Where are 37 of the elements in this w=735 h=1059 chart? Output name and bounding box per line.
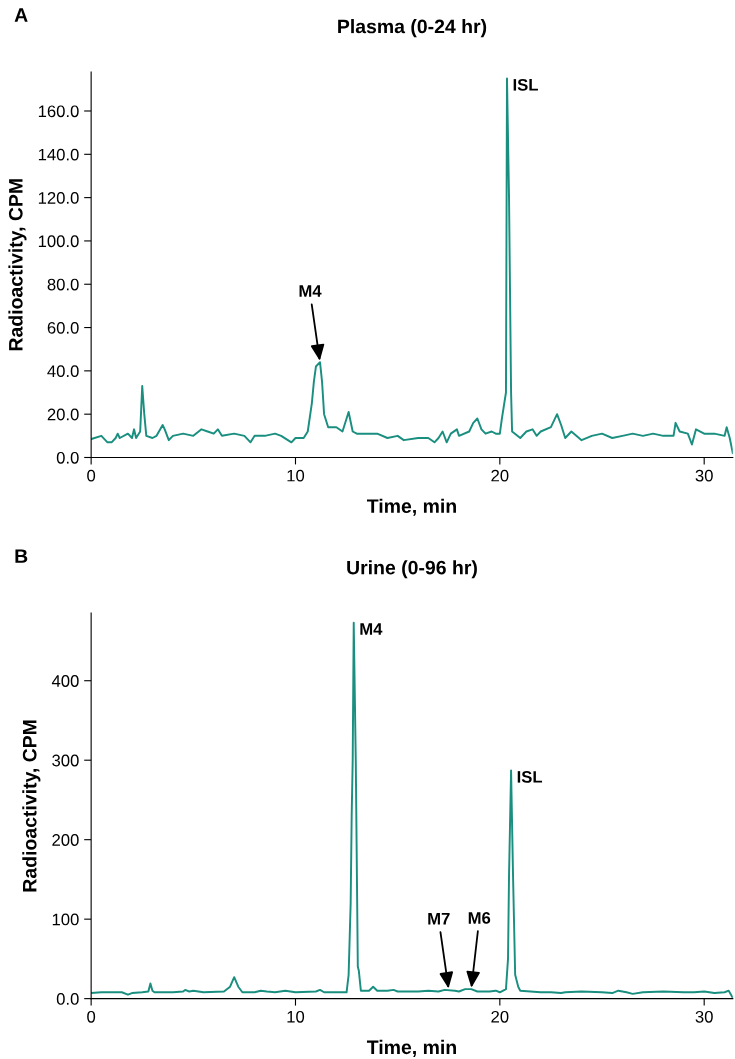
- annotation: M7: [428, 912, 450, 925]
- text: B: [15, 549, 28, 563]
- x-tick-label: 0: [87, 469, 96, 482]
- annotation: M6: [468, 912, 491, 924]
- text: A: [14, 8, 28, 22]
- y-tick-label: 60.0: [47, 321, 79, 334]
- y-tick-label: 80.0: [47, 278, 79, 291]
- y-tick-label: 40.0: [47, 365, 79, 378]
- x-axis-title: Time, min: [366, 498, 456, 516]
- x-tick-label: 30: [695, 1010, 713, 1023]
- y-tick-label: 120.0: [38, 192, 79, 204]
- y-tick-label: 0.0: [56, 993, 79, 1005]
- y-tick-label: 140.0: [38, 148, 79, 161]
- y-axis-title: Radioactivity, CPM: [8, 179, 27, 351]
- x-tick-label: 0: [87, 1010, 96, 1023]
- y-tick-label: 20.0: [47, 408, 79, 421]
- chart-title: Urine (0-96 hr): [347, 560, 477, 579]
- annotation: M4: [299, 285, 322, 297]
- y-tick-label: 100.0: [38, 235, 79, 248]
- y-tick-label: 400: [51, 675, 79, 687]
- y-tick-label: 300: [52, 754, 79, 767]
- y-tick-label: 200: [52, 834, 79, 846]
- y-tick-label: 160.0: [38, 105, 79, 118]
- annotation: ISL: [517, 770, 543, 783]
- line-series: [91, 77, 733, 455]
- x-tick-label: 20: [491, 469, 509, 482]
- y-tick-label: 0.0: [56, 451, 79, 464]
- x-tick-label: 20: [491, 1010, 509, 1023]
- chart-title: Plasma (0-24 hr): [338, 19, 487, 38]
- annotation: ISL: [513, 78, 538, 91]
- x-axis-title: Time, min: [366, 1039, 456, 1057]
- y-axis-title: Radioactivity, CPM: [22, 720, 41, 892]
- x-tick-label: 10: [287, 1010, 305, 1023]
- x-tick-label: 30: [695, 469, 713, 482]
- annotation: M4: [360, 623, 383, 635]
- y-tick-label: 100: [52, 913, 79, 926]
- x-tick-label: 10: [287, 469, 305, 482]
